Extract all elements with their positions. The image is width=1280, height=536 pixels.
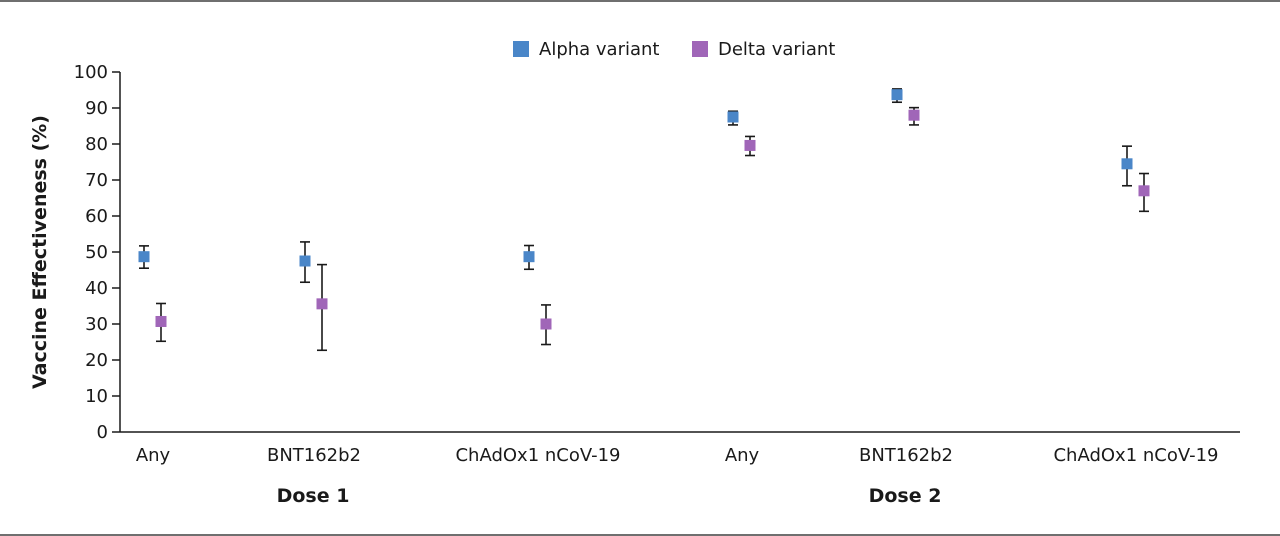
- data-point-alpha: [1121, 158, 1133, 170]
- data-point-delta: [155, 315, 167, 327]
- group-label-dose-2: Dose 2: [869, 485, 942, 507]
- y-tick-label: 60: [85, 206, 108, 227]
- x-category-label: BNT162b2: [267, 445, 361, 466]
- x-category-label: Any: [136, 445, 171, 466]
- legend-swatch-delta: [692, 41, 708, 57]
- data-point-alpha: [523, 251, 535, 263]
- data-point-delta: [1138, 185, 1150, 197]
- y-tick-label: 100: [74, 62, 108, 83]
- y-tick-label: 10: [85, 386, 108, 407]
- data-point-delta: [540, 318, 552, 330]
- legend: Alpha variant Delta variant: [513, 39, 835, 60]
- data-point-alpha: [891, 89, 903, 101]
- data-point-delta: [908, 109, 920, 121]
- data-point-alpha: [138, 251, 150, 263]
- legend-label-delta: Delta variant: [718, 39, 835, 60]
- y-axis-title: Vaccine Effectiveness (%): [29, 115, 51, 389]
- y-tick-label: 90: [85, 98, 108, 119]
- y-tick-label: 50: [85, 242, 108, 263]
- data-point-delta: [744, 139, 756, 151]
- x-category-label: Any: [725, 445, 760, 466]
- y-tick-label: 40: [85, 278, 108, 299]
- group-label-dose-1: Dose 1: [277, 485, 350, 507]
- y-tick-label: 20: [85, 350, 108, 371]
- legend-swatch-alpha: [513, 41, 529, 57]
- legend-label-alpha: Alpha variant: [539, 39, 659, 60]
- data-point-alpha: [727, 111, 739, 123]
- x-category-label: BNT162b2: [859, 445, 953, 466]
- y-tick-label: 70: [85, 170, 108, 191]
- y-tick-label: 30: [85, 314, 108, 335]
- data-point-delta: [316, 298, 328, 310]
- x-category-label: ChAdOx1 nCoV-19: [1053, 445, 1218, 466]
- y-tick-label: 80: [85, 134, 108, 155]
- data-point-alpha: [299, 255, 311, 267]
- y-tick-label: 0: [97, 422, 108, 443]
- x-category-label: ChAdOx1 nCoV-19: [455, 445, 620, 466]
